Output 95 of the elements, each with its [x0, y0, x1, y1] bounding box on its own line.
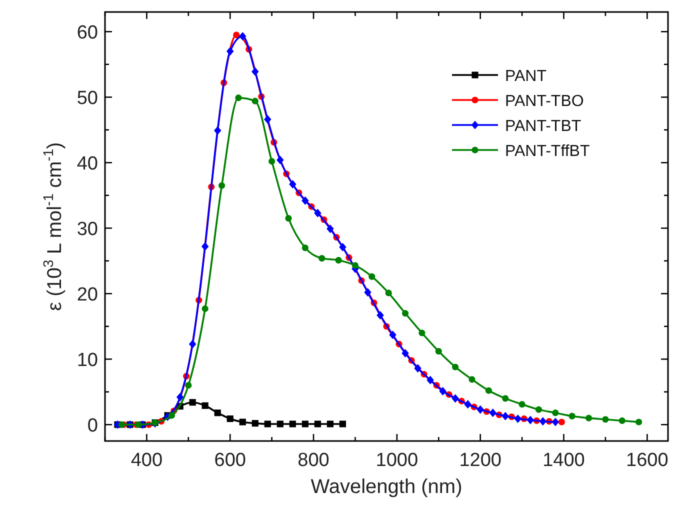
point: [535, 406, 542, 413]
point: [439, 386, 446, 396]
point: [201, 242, 209, 251]
y-tick-label: 20: [76, 284, 98, 306]
point: [518, 401, 526, 408]
point: [314, 420, 321, 428]
point: [636, 418, 642, 426]
y-tick-label: 60: [76, 22, 98, 44]
point: [552, 410, 559, 416]
y-tick-label: 40: [76, 154, 98, 175]
x-tick-label: 1600: [626, 450, 668, 471]
point: [489, 408, 496, 418]
point: [514, 414, 522, 424]
point: [402, 310, 409, 317]
point: [318, 254, 326, 262]
point: [252, 98, 258, 104]
point: [526, 416, 534, 424]
point: [302, 420, 308, 428]
point: [202, 305, 208, 312]
point: [485, 387, 492, 394]
point: [618, 417, 626, 424]
point: [326, 420, 334, 428]
point: [188, 340, 196, 348]
point: [435, 348, 442, 355]
point: [426, 376, 434, 384]
point: [233, 32, 240, 38]
point: [264, 420, 271, 428]
point: [285, 215, 292, 222]
point: [302, 244, 308, 252]
point: [252, 420, 258, 427]
point: [202, 402, 208, 409]
point: [602, 416, 609, 423]
point: [185, 382, 192, 389]
point: [238, 32, 246, 41]
point: [339, 242, 346, 252]
point: [314, 208, 322, 218]
point: [189, 399, 196, 406]
point: [502, 395, 509, 402]
point: [289, 420, 296, 428]
point: [276, 156, 284, 164]
point: [276, 420, 284, 428]
point: [268, 158, 276, 165]
legend-label: PANT-TffBT: [505, 143, 590, 160]
point: [264, 115, 272, 124]
point: [568, 412, 576, 420]
point: [558, 418, 565, 426]
x-tick-label: 400: [130, 450, 163, 471]
point: [302, 196, 309, 205]
point: [235, 94, 242, 102]
point: [476, 405, 484, 414]
point: [168, 412, 176, 419]
y-tick-label: 10: [76, 350, 98, 372]
legend-label: PANT-TBO: [505, 93, 584, 110]
x-tick-label: 600: [214, 450, 246, 471]
point: [364, 288, 372, 297]
point: [218, 182, 226, 189]
x-tick-label: 1400: [542, 450, 585, 471]
point: [585, 414, 592, 422]
point: [239, 418, 246, 426]
y-tick-label: 30: [76, 219, 98, 240]
point: [464, 400, 472, 409]
point: [468, 376, 476, 383]
point: [376, 310, 384, 320]
point: [418, 330, 426, 336]
point: [385, 290, 392, 296]
point: [176, 392, 184, 402]
y-tick-label: 50: [76, 88, 98, 110]
point: [368, 273, 376, 280]
point: [226, 47, 234, 56]
point: [335, 256, 342, 264]
point: [118, 421, 125, 428]
point: [252, 67, 259, 76]
x-tick-label: 1200: [459, 450, 502, 471]
point: [452, 394, 459, 403]
point: [414, 364, 422, 373]
point: [289, 180, 296, 189]
point: [339, 420, 346, 428]
point: [539, 417, 547, 426]
point: [326, 224, 334, 234]
point: [552, 418, 560, 426]
x-tick-label: 1000: [376, 450, 418, 471]
point: [214, 410, 221, 416]
point: [226, 415, 234, 422]
point: [389, 330, 396, 340]
point: [452, 364, 459, 370]
legend-label: PANT-TBT: [505, 118, 582, 135]
x-tick-label: 800: [298, 450, 330, 471]
point: [352, 262, 359, 269]
legend-label: PANT: [505, 68, 547, 85]
point: [502, 412, 509, 420]
y-tick-label: 0: [87, 416, 98, 437]
point: [135, 421, 142, 428]
point: [402, 348, 409, 358]
point: [214, 126, 222, 135]
x-axis-title: Wavelength (nm): [310, 476, 462, 498]
